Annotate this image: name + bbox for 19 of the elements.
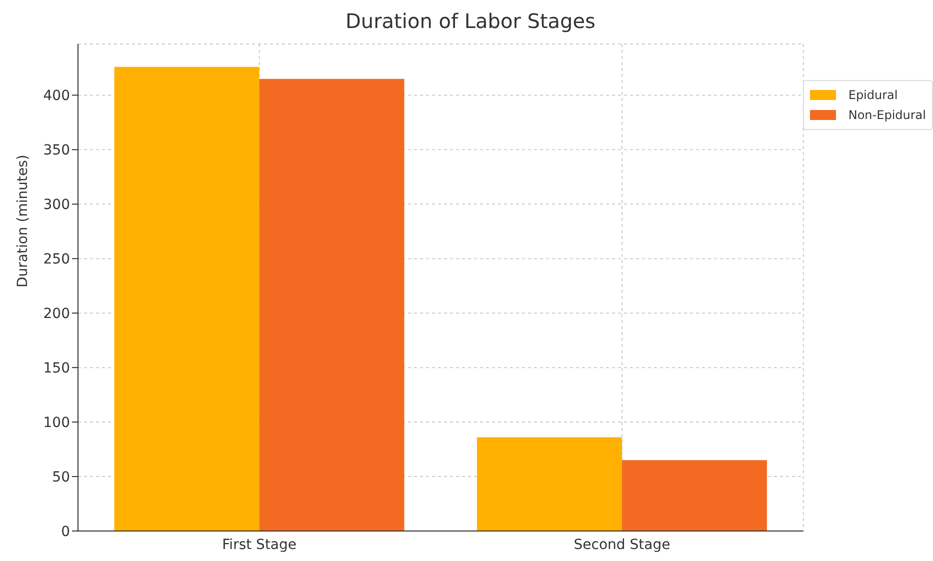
y-tick-label: 0 bbox=[61, 524, 70, 540]
bar bbox=[259, 78, 404, 531]
y-axis-title: Duration (minutes) bbox=[14, 154, 31, 288]
legend-label: Non-Epidural bbox=[847, 107, 926, 124]
y-tick-label: 150 bbox=[43, 360, 70, 377]
y-tick-label: 250 bbox=[43, 252, 70, 268]
legend-label: Epidural bbox=[847, 87, 899, 104]
x-tick-label: Second Stage bbox=[574, 536, 670, 553]
y-tick-label: 300 bbox=[43, 197, 70, 214]
bar bbox=[476, 437, 622, 531]
bar bbox=[114, 66, 260, 531]
bar bbox=[622, 460, 767, 531]
x-tick-label: First Stage bbox=[222, 536, 297, 553]
y-tick-label: 350 bbox=[43, 142, 70, 159]
y-tick-label: 100 bbox=[43, 415, 70, 432]
y-tick-label: 400 bbox=[43, 88, 70, 104]
y-tick-label: 50 bbox=[52, 469, 70, 486]
y-tick-label: 200 bbox=[43, 306, 70, 322]
chart-title: Duration of Labor Stages bbox=[344, 8, 596, 35]
